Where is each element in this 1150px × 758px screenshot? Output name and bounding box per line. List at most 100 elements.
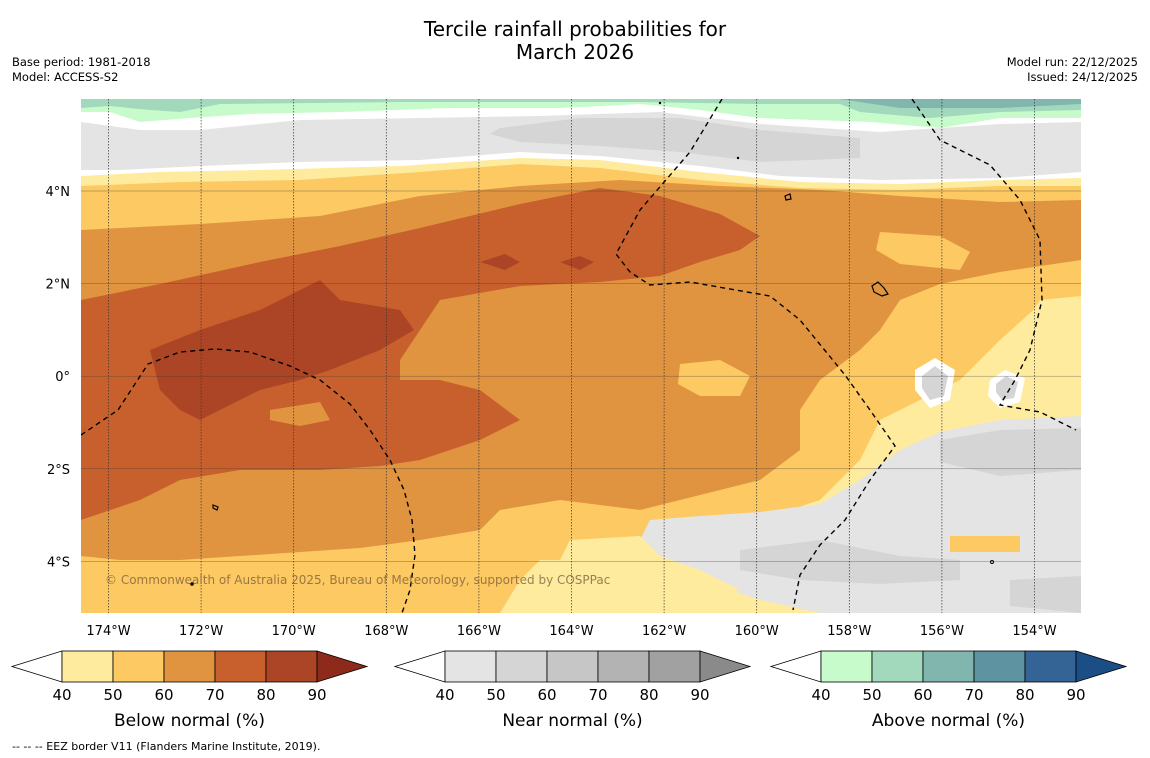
colorbar-segment [820,650,873,683]
island-6 [736,156,740,160]
colorbar-segment [1024,650,1077,683]
latitude-tick-label: 2°S [47,463,70,478]
title-line-1: Tercile rainfall probabilities for [423,17,727,41]
meta-right: Model run: 22/12/2025 Issued: 24/12/2025 [1007,55,1138,85]
colorbar-segment [444,650,497,683]
colorbar-tick-label: 60 [537,686,556,704]
colorbar-over-triangle [316,650,369,683]
longitude-tick-label: 168°W [364,624,408,639]
eez-footnote: -- -- -- EEZ border V11 (Flanders Marine… [12,740,321,753]
latitude-tick-label: 4°S [47,555,70,570]
eez-border-2 [615,99,896,611]
near-normal-60-south-2 [740,540,960,584]
colorbar-under-triangle [393,650,446,683]
latitude-tick-label: 2°N [46,278,71,293]
near-normal-spot-2 [996,376,1018,400]
eez-border-3 [911,99,1077,431]
island-7 [990,560,994,564]
longitude-tick-label: 156°W [920,624,964,639]
latitude-tick-label: 4°N [46,185,71,200]
above-normal-70-north [840,99,1081,108]
chart-title: Tercile rainfall probabilities for March… [0,18,1150,64]
probability-field [81,99,1081,613]
copyright-text: © Commonwealth of Australia 2025, Bureau… [105,573,610,587]
near-normal-60-south-3 [1010,576,1081,613]
near-normal-spot-1 [922,366,948,400]
colorbar-segment [871,650,924,683]
colorbar-segment [61,650,114,683]
below-normal-90-region [150,280,414,420]
near-normal-60-north [490,118,860,162]
colorbar-1: 40 50 60 70 80 90 Below normal (%) [10,650,369,731]
colorbar-tick-label: 50 [486,686,505,704]
latitude-labels: 4°N 2°N 0° 2°S 4°S [46,185,71,570]
colorbar-segment [265,650,318,683]
colorbar-segment [597,650,650,683]
colorbar-tick-label: 70 [588,686,607,704]
colorbar-over-triangle [699,650,752,683]
island-3 [212,504,219,511]
base-period: Base period: 1981-2018 [12,55,151,69]
below-normal-50-south [560,536,740,600]
title-line-2: March 2026 [515,40,635,64]
colorbar-tick-label: 80 [1015,686,1034,704]
colorbar-tick-label: 40 [52,686,71,704]
colorbar-over-triangle [1075,650,1128,683]
longitude-tick-label: 166°W [457,624,501,639]
colorbar-segment [112,650,165,683]
eez-border-1 [81,348,416,613]
longitude-tick-label: 170°W [272,624,316,639]
colorbar-tick-label: 90 [1066,686,1085,704]
below-normal-80-region [81,188,760,520]
below-normal-60-hole-2 [876,232,970,270]
below-normal-70-patch [270,402,330,426]
below-normal-60-box [950,536,1020,552]
longitude-tick-label: 172°W [179,624,223,639]
above-normal-60-north [81,99,1081,118]
colorbar-title: Below normal (%) [114,711,265,731]
longitude-tick-label: 174°W [86,624,130,639]
island-2 [871,281,889,297]
colorbar-tick-label: 90 [307,686,326,704]
colorbar-tick-label: 50 [103,686,122,704]
gridlines [81,99,1081,613]
island-5 [658,101,662,105]
colorbar-segment [973,650,1026,683]
meta-left: Base period: 1981-2018 Model: ACCESS-S2 [12,55,151,85]
colorbar-segment [495,650,548,683]
island-1 [784,193,792,201]
island-4 [190,582,194,586]
near-normal-region-north [81,112,1081,180]
issued-date: Issued: 24/12/2025 [1027,70,1138,84]
colorbar-title: Near normal (%) [502,711,642,731]
colorbar-tick-label: 80 [256,686,275,704]
below-normal-90-spot-1 [480,254,520,270]
model-name: Model: ACCESS-S2 [12,70,119,84]
colorbar-segment [214,650,267,683]
longitude-tick-label: 162°W [642,624,686,639]
colorbar-segment [922,650,975,683]
above-normal-region-north [81,99,1081,128]
colorbar-title: Above normal (%) [872,711,1025,731]
colorbar-under-triangle [769,650,822,683]
longitude-labels: 174°W 172°W 170°W 168°W 166°W 164°W 162°W 160°W… [86,624,1056,639]
colorbars: 40 50 60 70 80 90 Below normal (%) 40 50 60 70 80 90… [10,650,1128,731]
model-run: Model run: 22/12/2025 [1006,55,1138,69]
colorbar-segment [163,650,216,683]
latitude-tick-label: 0° [55,370,70,385]
colorbar-tick-label: 40 [435,686,454,704]
colorbar-tick-label: 80 [639,686,658,704]
colorbar-tick-label: 40 [811,686,830,704]
colorbar-tick-label: 70 [205,686,224,704]
colorbar-segment [546,650,599,683]
longitude-tick-label: 158°W [827,624,871,639]
colorbar-2: 40 50 60 70 80 90 Near normal (%) [393,650,752,731]
near-normal-60-south [940,428,1081,476]
colorbar-tick-label: 70 [964,686,983,704]
longitude-tick-label: 154°W [1012,624,1056,639]
below-normal-60-hole [678,360,750,396]
colorbar-tick-label: 60 [913,686,932,704]
colorbar-segment [648,650,701,683]
colorbar-3: 40 50 60 70 80 90 Above normal (%) [769,650,1128,731]
